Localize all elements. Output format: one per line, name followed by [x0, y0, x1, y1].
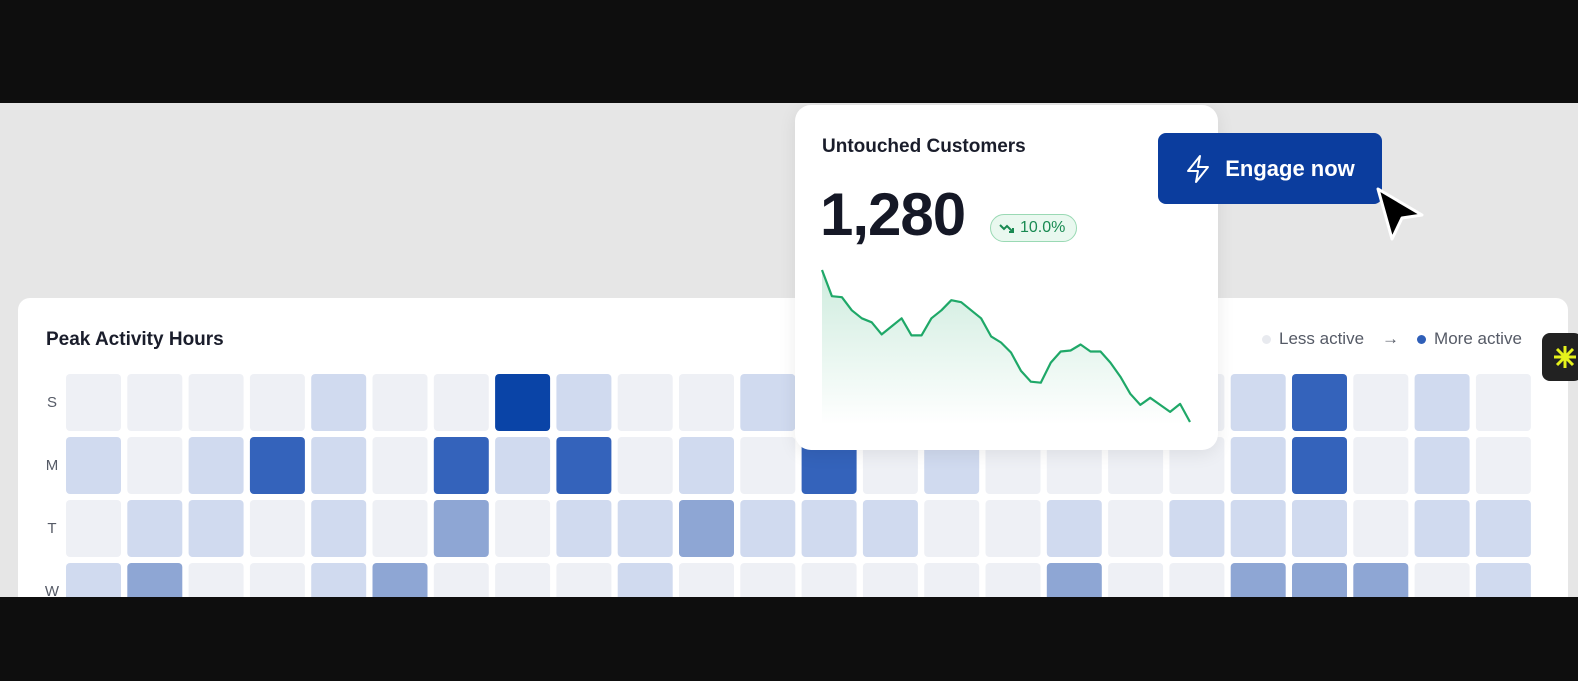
heat-cell [127, 500, 183, 557]
heat-cell [1414, 437, 1470, 494]
heat-cell [495, 374, 551, 431]
row-label: W [45, 583, 60, 600]
heat-cell [433, 374, 489, 431]
heat-cell [249, 500, 305, 557]
heat-cell [66, 374, 121, 431]
heat-cell [311, 437, 367, 494]
bolt-icon [1187, 154, 1210, 183]
change-text: 10.0% [1020, 219, 1066, 236]
heat-cell [1046, 500, 1102, 557]
heat-cell [556, 500, 612, 557]
heat-cell [924, 437, 980, 494]
heat-cell [740, 374, 796, 431]
heat-cell [862, 437, 918, 494]
heat-cell [679, 437, 734, 494]
heat-cell [495, 500, 551, 557]
heat-cell [801, 500, 857, 557]
heat-cell [862, 500, 918, 557]
heat-cell [66, 500, 121, 557]
heatmap-title: Peak Activity Hours [46, 329, 224, 350]
heat-cell [188, 437, 244, 494]
heat-cell [740, 437, 796, 494]
heat-cell [1353, 500, 1409, 557]
button-label: Engage now [1225, 155, 1355, 181]
heat-cell [1353, 437, 1409, 494]
heat-cell [249, 437, 305, 494]
heat-cell [495, 437, 551, 494]
sparkline [820, 269, 1191, 425]
row-label: S [47, 394, 57, 411]
sparkline-line [820, 269, 1191, 423]
heat-cell [1353, 374, 1409, 431]
heat-cell [1108, 500, 1164, 557]
heat-cell [556, 374, 612, 431]
heat-cell [985, 500, 1041, 557]
heat-cell [1046, 437, 1102, 494]
cursor [1376, 187, 1424, 241]
heat-cell [372, 437, 428, 494]
heat-cell [740, 500, 796, 557]
heat-cell [679, 374, 734, 431]
heat-cell [1475, 437, 1531, 494]
heat-cell [1292, 437, 1347, 494]
heat-cell [249, 374, 305, 431]
heat-cell [1230, 374, 1286, 431]
heat-cell [188, 500, 244, 557]
legend-arrow: → [1382, 329, 1400, 348]
heat-cell [433, 437, 489, 494]
heat-cell [1414, 500, 1470, 557]
heat-cell [1475, 374, 1531, 431]
row-label: T [47, 520, 56, 537]
heat-cell [1169, 500, 1225, 557]
legend: Less active → More active [1262, 329, 1522, 349]
heat-cell [188, 374, 244, 431]
heat-cell [1414, 374, 1470, 431]
heat-cell [617, 437, 673, 494]
heat-cell [801, 437, 857, 494]
trend-icon [999, 224, 1014, 233]
heat-cell [372, 500, 428, 557]
heat-cell [985, 437, 1041, 494]
heat-cell [679, 500, 734, 557]
heat-cell [924, 500, 980, 557]
top-bar [0, 0, 1578, 103]
legend-high: More active [1434, 329, 1522, 348]
heat-cell [1230, 437, 1286, 494]
heat-cell [556, 437, 612, 494]
heat-cell [1475, 500, 1531, 557]
heat-cell [433, 500, 489, 557]
heat-cell [1230, 500, 1286, 557]
change-badge: 10.0% [990, 214, 1078, 242]
heat-cell [127, 437, 183, 494]
heat-cell [1292, 374, 1347, 431]
heat-cell [1292, 500, 1347, 557]
heat-cell [617, 500, 673, 557]
legend-low: Less active [1279, 329, 1365, 348]
row-label: M [46, 457, 59, 474]
card-title: Untouched Customers [822, 136, 1026, 157]
widget-icon [1542, 333, 1578, 381]
legend-dot [1262, 334, 1271, 344]
card-value: 1,280 [820, 181, 966, 248]
heat-cell [66, 437, 121, 494]
engage-button[interactable]: Engage now [1158, 133, 1382, 204]
heat-cell [617, 374, 673, 431]
widget-glyph [1554, 346, 1576, 368]
heat-cell [1108, 437, 1164, 494]
legend-dot [1417, 334, 1427, 344]
heat-cell [1169, 437, 1225, 494]
heat-cell [372, 374, 428, 431]
heat-cell [311, 374, 367, 431]
heat-cell [127, 374, 183, 431]
heat-cell [311, 500, 367, 557]
bottom-bar [0, 597, 1578, 681]
